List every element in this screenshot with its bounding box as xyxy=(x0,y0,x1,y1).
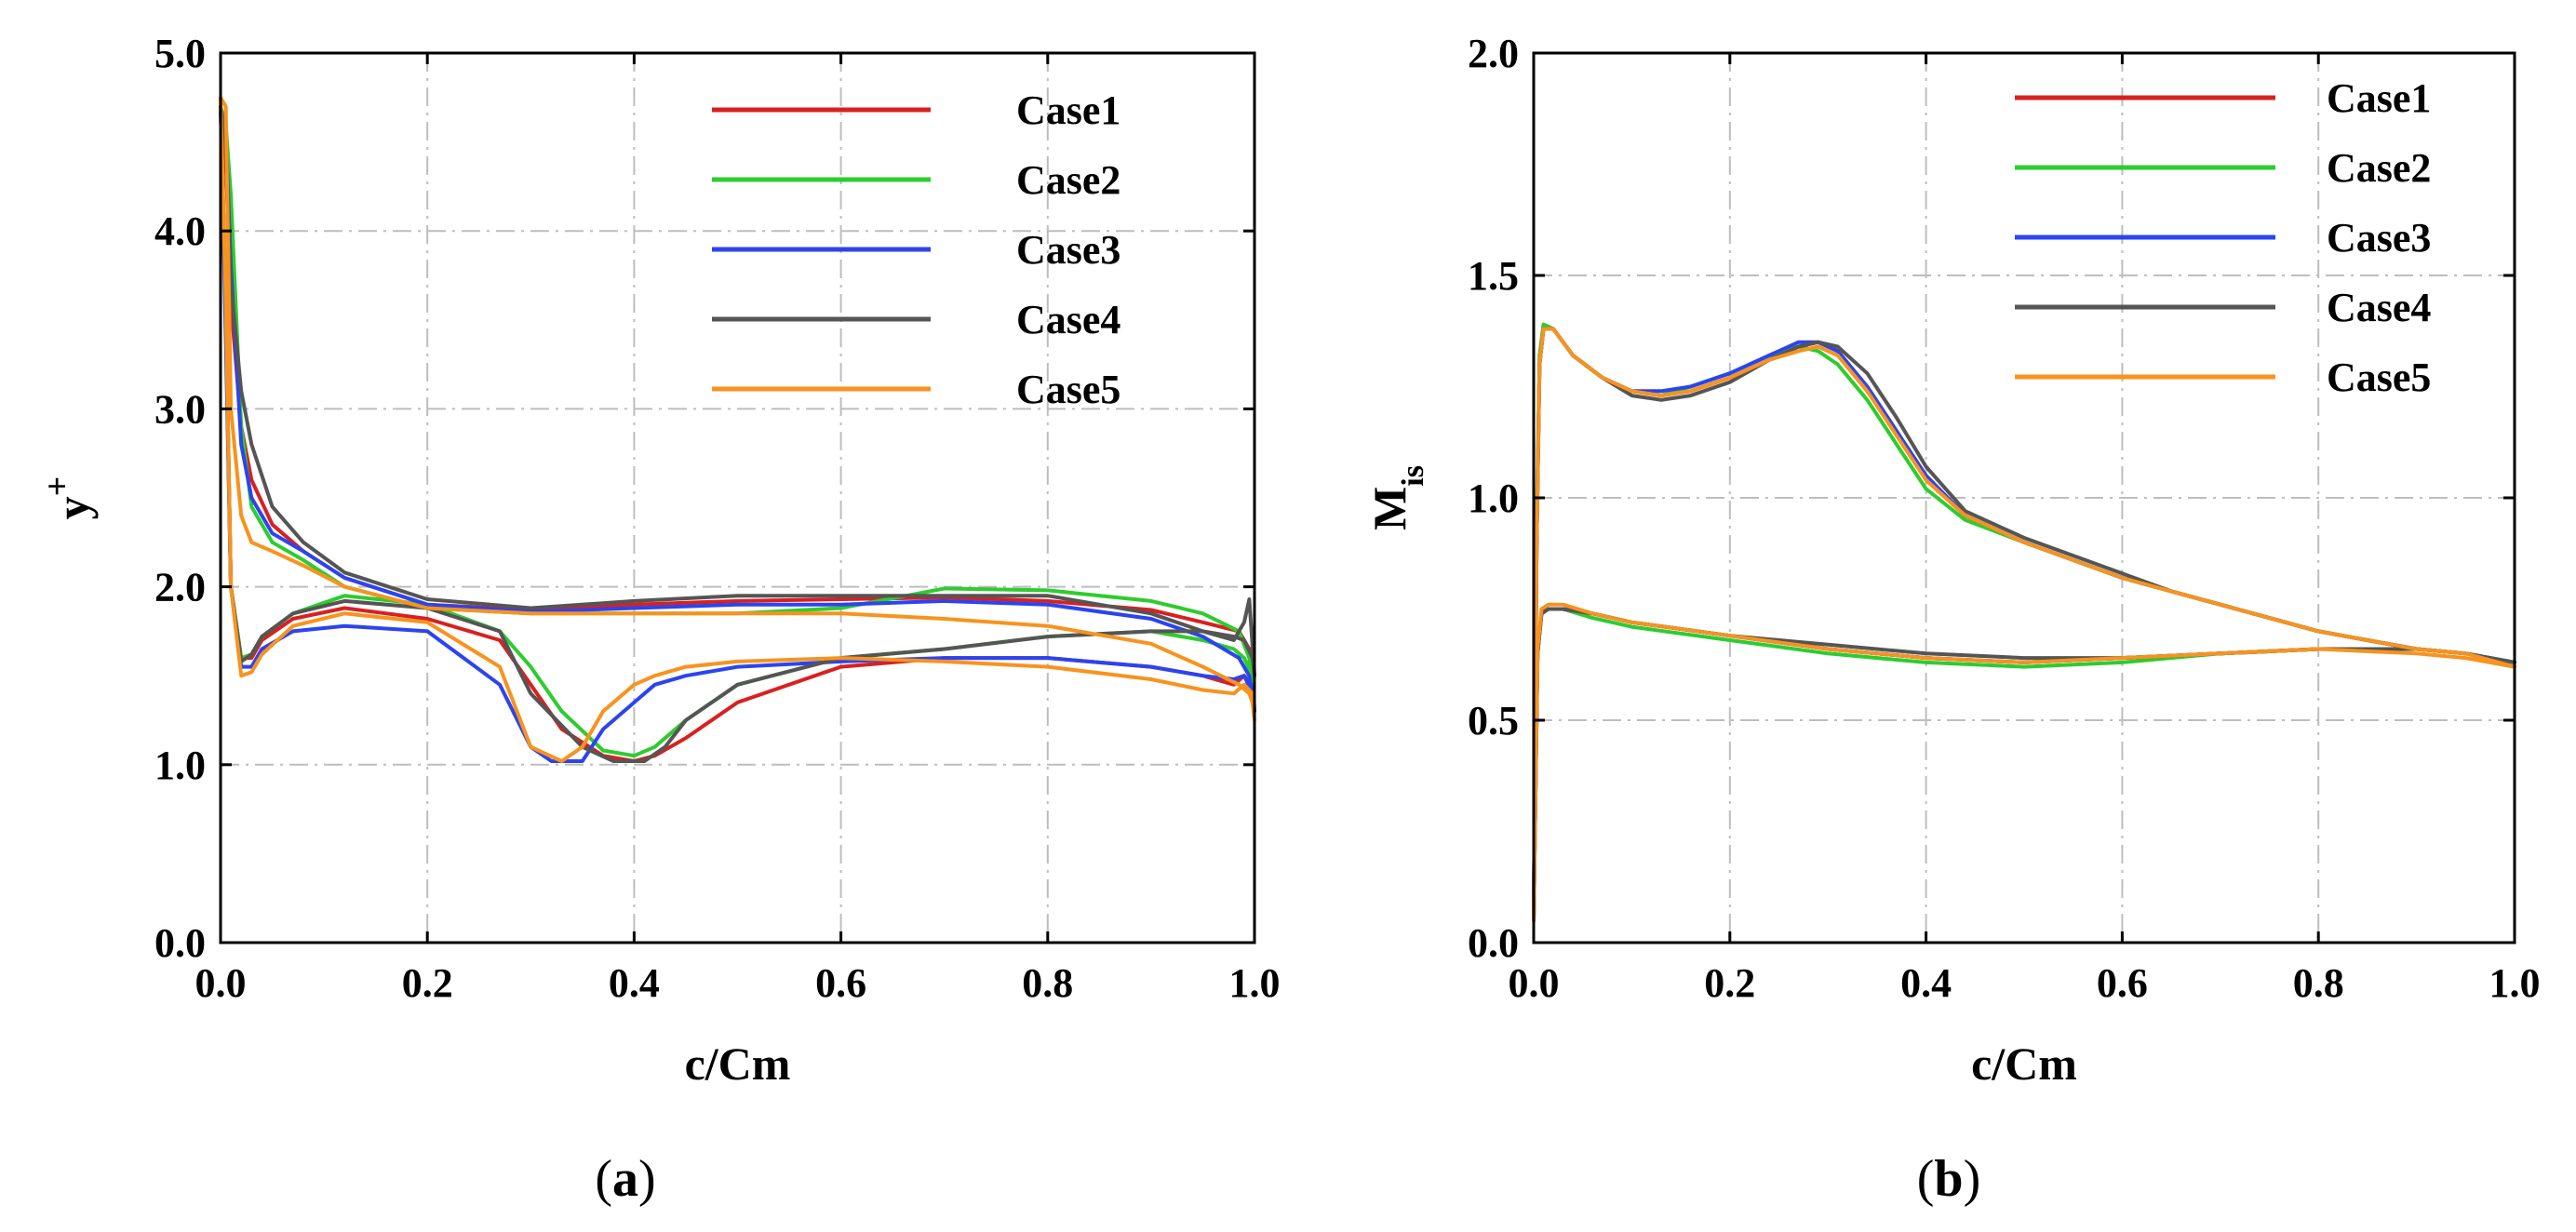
panel-label-close-paren: ) xyxy=(1964,1150,1981,1208)
x-tick-label: 0.6 xyxy=(2097,960,2148,1006)
legend-label-case5: Case5 xyxy=(1016,367,1120,412)
x-tick-label: 0.2 xyxy=(402,960,453,1006)
x-tick-label: 0.4 xyxy=(609,960,660,1006)
y-tick-label: 0.5 xyxy=(1468,698,1519,743)
x-tick-label: 0.8 xyxy=(1022,960,1073,1006)
series-line-case5 xyxy=(219,95,1256,763)
panel-label-open-paren: ( xyxy=(595,1150,612,1208)
panel-label: (a) xyxy=(595,1150,655,1208)
legend-label-case4: Case4 xyxy=(1016,297,1120,342)
legend-label-case2: Case2 xyxy=(1016,157,1120,203)
legend-label-case3: Case3 xyxy=(2327,215,2431,261)
x-tick-label: 1.0 xyxy=(1229,960,1281,1006)
series-line-case3 xyxy=(1532,327,2516,923)
y-tick-label: 4.0 xyxy=(154,208,206,254)
legend: Case1 Case2 Case3 Case4 Case5 xyxy=(712,87,1120,412)
legend-label-case4: Case4 xyxy=(2327,285,2431,330)
grid xyxy=(221,53,1254,943)
series-line-case3 xyxy=(219,104,1256,763)
y-tick-label: 1.0 xyxy=(154,743,206,788)
ticks: 0.0 0.2 0.4 0.6 0.8 1.0 0.0 0.5 1.0 1.5 2.0 xyxy=(1468,31,2541,1006)
series-group xyxy=(219,95,1256,763)
y-axis-label-main: M xyxy=(1363,487,1415,530)
y-tick-label: 1.5 xyxy=(1468,253,1519,299)
y-tick-label: 0.0 xyxy=(154,920,206,966)
ticks: 0.0 0.2 0.4 0.6 0.8 1.0 0.0 1.0 2.0 3.0 4.0 5.0 xyxy=(154,31,1281,1006)
plot-frame xyxy=(219,51,1256,944)
x-tick-label: 0.6 xyxy=(815,960,866,1006)
x-tick-label: 0.0 xyxy=(195,960,247,1006)
series-line-case2 xyxy=(1532,322,2516,923)
x-axis-label: c/Cm xyxy=(685,1038,791,1090)
panel-label-letter: b xyxy=(1934,1150,1963,1208)
chart-panel-b: 0.0 0.2 0.4 0.6 0.8 1.0 0.0 0.5 1.0 1.5 2.0 c/Cm Mis… xyxy=(1363,31,2541,1208)
series-line-case2 xyxy=(219,104,1256,758)
x-tick-label: 1.0 xyxy=(2489,960,2541,1006)
y-tick-label: 0.0 xyxy=(1468,920,1519,966)
y-tick-label: 2.0 xyxy=(154,565,206,610)
x-tick-label: 0.4 xyxy=(1900,960,1952,1006)
legend: Case1 Case2 Case3 Case4 Case5 xyxy=(2015,75,2431,400)
chart-panel-a: 0.0 0.2 0.4 0.6 0.8 1.0 0.0 1.0 2.0 3.0 4.0 5.0 c/Cm… xyxy=(38,31,1281,1208)
y-axis-label-main: y xyxy=(47,496,99,519)
x-tick-label: 0.2 xyxy=(1704,960,1755,1006)
y-axis-label-superscript: + xyxy=(38,476,77,497)
y-tick-label: 3.0 xyxy=(154,386,206,432)
legend-label-case5: Case5 xyxy=(2327,355,2431,400)
y-tick-label: 1.0 xyxy=(1468,475,1519,521)
y-axis-label-subscript: is xyxy=(1396,465,1430,487)
series-line-case4 xyxy=(219,104,1256,763)
grid xyxy=(1534,53,2515,943)
series-line-case5 xyxy=(1532,327,2516,923)
legend-label-case1: Case1 xyxy=(1016,87,1120,133)
series-group xyxy=(1532,322,2516,923)
y-axis-label: y+ xyxy=(38,476,99,520)
x-tick-label: 0.8 xyxy=(2293,960,2344,1006)
panel-label-open-paren: ( xyxy=(1917,1150,1935,1208)
legend-label-case2: Case2 xyxy=(2327,145,2431,191)
x-tick-label: 0.0 xyxy=(1509,960,1560,1006)
legend-label-case1: Case1 xyxy=(2327,75,2431,121)
series-line-case4 xyxy=(1532,327,2516,923)
legend-label-case3: Case3 xyxy=(1016,227,1120,273)
series-line-case1 xyxy=(1532,327,2516,923)
y-tick-label: 5.0 xyxy=(154,31,206,76)
panel-label: (b) xyxy=(1917,1150,1980,1208)
panel-label-close-paren: ) xyxy=(638,1150,656,1208)
y-axis-label: Mis xyxy=(1363,465,1430,530)
y-tick-label: 2.0 xyxy=(1468,31,1519,76)
x-axis-label: c/Cm xyxy=(1971,1038,2077,1090)
panel-label-letter: a xyxy=(612,1150,638,1208)
